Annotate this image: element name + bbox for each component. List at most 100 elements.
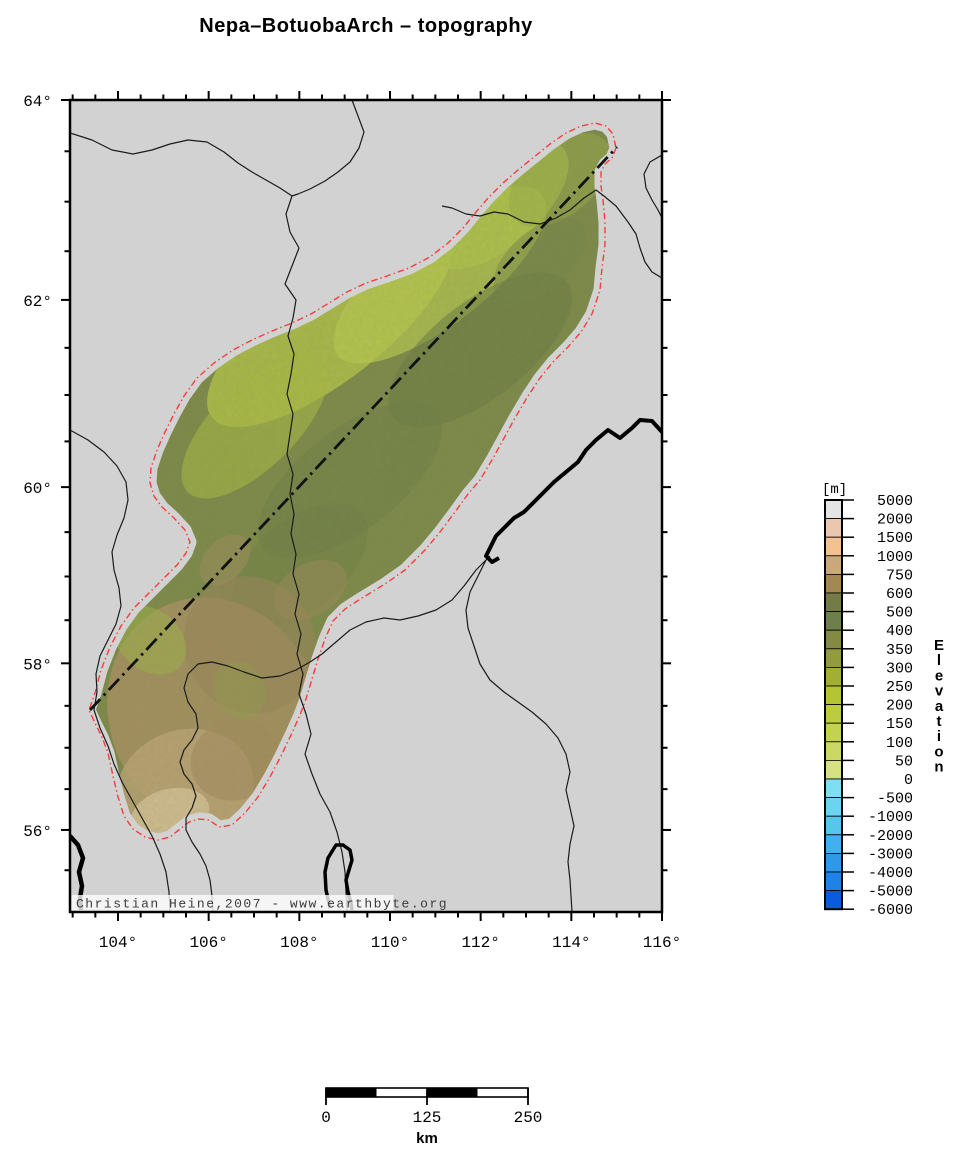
- colorbar-cell: [824, 853, 843, 873]
- river-north-branch: [291, 100, 365, 197]
- colorbar-axis-letter: o: [934, 743, 943, 760]
- colorbar-cell: [824, 648, 843, 668]
- arch-axis-transect-line: [88, 146, 619, 711]
- colorbar-cell: [824, 518, 843, 538]
- colorbar-axis-letter: v: [935, 683, 944, 700]
- colorbar-axis-letter: a: [935, 698, 944, 715]
- colorbar-value-label: 350: [886, 642, 913, 659]
- colorbar-cell: [824, 760, 843, 780]
- x-axis-label: 116°: [643, 934, 681, 952]
- colorbar-value-label: 5000: [877, 493, 913, 510]
- colorbar-axis-letter: n: [934, 759, 943, 776]
- scale-bar-segment: [376, 1088, 427, 1097]
- colorbar-cell: [824, 574, 843, 594]
- major-river-thick: [484, 418, 662, 564]
- colorbar-value-label: 0: [904, 772, 913, 789]
- y-axis-label: 60°: [23, 480, 52, 498]
- colorbar-value-label: 250: [886, 679, 913, 696]
- colorbar-value-label: -4000: [868, 865, 913, 882]
- colorbar-value-label: 150: [886, 716, 913, 733]
- map-frame: [68, 98, 664, 914]
- river-southeast-long: [465, 559, 575, 912]
- colorbar-unit-label: [m]: [822, 482, 847, 498]
- colorbar-cells: [824, 499, 843, 910]
- colorbar-cell: [824, 741, 843, 761]
- colorbar-cell: [824, 871, 843, 892]
- scale-bar-value-label: 0: [321, 1109, 331, 1127]
- colorbar-value-label: -3000: [868, 846, 913, 863]
- colorbar-value-label: 300: [886, 660, 913, 677]
- y-axis-label: 62°: [23, 293, 52, 311]
- scale-bar-segments: [326, 1088, 528, 1097]
- river-lines: [70, 100, 662, 912]
- y-axis-label: 56°: [23, 823, 52, 841]
- colorbar-cell: [824, 834, 843, 854]
- x-axis-label: 110°: [371, 934, 409, 952]
- copyright-text: Christian Heine,2007 - www.earthbyte.org: [76, 897, 448, 912]
- colorbar-value-label: 750: [886, 567, 913, 584]
- x-axis-label: 108°: [280, 934, 318, 952]
- colorbar-cell: [824, 722, 843, 743]
- river-southeast-inner: [179, 555, 491, 912]
- colorbar-cell: [824, 890, 843, 910]
- colorbar-value-label: 1000: [877, 549, 913, 566]
- river-central: [284, 195, 348, 912]
- scale-bar-segment: [477, 1088, 528, 1097]
- colorbar-cell: [824, 629, 843, 650]
- colorbar-value-label: 500: [886, 605, 913, 622]
- y-axis-label: 64°: [23, 93, 52, 111]
- colorbar-cell: [824, 611, 843, 631]
- colorbar-value-label: 50: [895, 753, 913, 770]
- colorbar-axis-letter: l: [937, 652, 941, 669]
- x-axis-label: 104°: [99, 934, 137, 952]
- colorbar-value-label: 2000: [877, 512, 913, 529]
- colorbar-axis-letter: t: [937, 713, 942, 730]
- colorbar-value-label: -5000: [868, 884, 913, 901]
- region-red-dashed-outline: [88, 122, 617, 841]
- colorbar-ticks: 5000200015001000750600500400350300250200…: [842, 493, 913, 919]
- colorbar-value-label: 400: [886, 623, 913, 640]
- colorbar-value-label: 1500: [877, 530, 913, 547]
- colorbar-cell: [824, 499, 843, 520]
- colorbar-cell: [824, 667, 843, 687]
- colorbar-value-label: -500: [877, 791, 913, 808]
- colorbar-cell: [824, 536, 843, 557]
- scale-bar-ticks: 0 125 250: [321, 1088, 542, 1127]
- colorbar-value-label: -6000: [868, 902, 913, 919]
- colorbar-value-label: -1000: [868, 809, 913, 826]
- scale-bar-value-label: 125: [413, 1109, 442, 1127]
- colorbar-cell: [824, 815, 843, 836]
- colorbar-cell: [824, 797, 843, 817]
- lake-outline-south: [323, 843, 354, 911]
- colorbar-cell: [824, 778, 843, 799]
- colorbar-cell: [824, 555, 843, 575]
- elevation-colorbar: [m] 500020001500100075060050040035030025…: [822, 482, 944, 919]
- map-title: Nepa–BotuobaArch – topography: [199, 15, 533, 37]
- colorbar-axis-letter: e: [935, 667, 943, 684]
- colorbar-axis-letter: i: [937, 728, 941, 745]
- scale-bar-value-label: 250: [514, 1109, 543, 1127]
- river-west: [70, 429, 171, 912]
- colorbar-value-label: 100: [886, 735, 913, 752]
- river-east-corner: [643, 154, 662, 219]
- distance-scale-bar: 0 125 250 km: [321, 1087, 542, 1147]
- y-axis-label: 58°: [23, 656, 52, 674]
- colorbar-axis-letter: E: [934, 637, 944, 654]
- scale-bar-unit: km: [416, 1130, 438, 1147]
- copyright-band: [71, 895, 394, 911]
- scale-bar-segment: [326, 1088, 377, 1097]
- colorbar-cell: [824, 704, 843, 724]
- colorbar-value-label: 200: [886, 698, 913, 715]
- map-axes: 104° 106° 108° 110° 112° 114° 116° 64° 62° 60° 58°…: [23, 91, 681, 952]
- colorbar-value-label: 600: [886, 586, 913, 603]
- x-axis-label: 106°: [189, 934, 227, 952]
- colorbar-cell: [824, 685, 843, 706]
- x-axis-label: 112°: [461, 934, 499, 952]
- scale-bar-segment: [427, 1088, 478, 1097]
- river-northwest: [70, 132, 293, 197]
- river-northeast: [441, 189, 662, 279]
- colorbar-value-label: -2000: [868, 828, 913, 845]
